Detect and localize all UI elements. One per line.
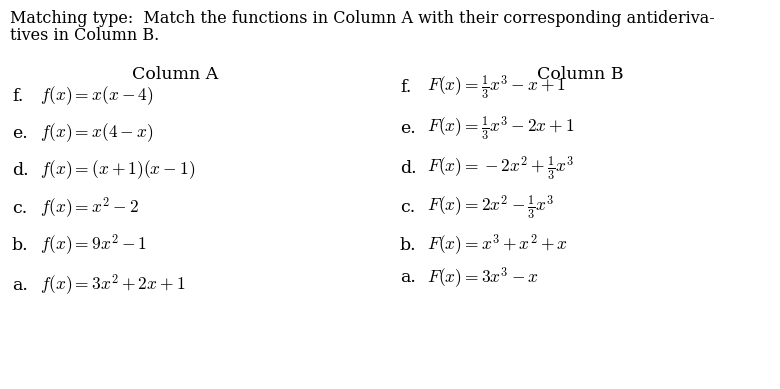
Text: $f(x) = (x + 1)(x - 1)$: $f(x) = (x + 1)(x - 1)$ bbox=[40, 159, 195, 181]
Text: tives in Column B.: tives in Column B. bbox=[10, 27, 159, 44]
Text: f.: f. bbox=[12, 88, 23, 105]
Text: a.: a. bbox=[12, 277, 28, 293]
Text: a.: a. bbox=[400, 270, 416, 287]
Text: Column A: Column A bbox=[132, 66, 218, 83]
Text: $f(x) = 3x^2 + 2x + 1$: $f(x) = 3x^2 + 2x + 1$ bbox=[40, 273, 186, 298]
Text: d.: d. bbox=[12, 161, 29, 179]
Text: $f(x) = 9x^2 - 1$: $f(x) = 9x^2 - 1$ bbox=[40, 233, 147, 258]
Text: $F(x) = \frac{1}{3}x^3 - 2x + 1$: $F(x) = \frac{1}{3}x^3 - 2x + 1$ bbox=[427, 114, 575, 142]
Text: $F(x) = \frac{1}{3}x^3 - x + 1$: $F(x) = \frac{1}{3}x^3 - x + 1$ bbox=[427, 73, 566, 101]
Text: c.: c. bbox=[400, 198, 415, 216]
Text: $F(x) = 3x^3 - x$: $F(x) = 3x^3 - x$ bbox=[427, 266, 539, 291]
Text: $F(x) = 2x^2 - \frac{1}{3}x^3$: $F(x) = 2x^2 - \frac{1}{3}x^3$ bbox=[427, 193, 555, 221]
Text: $f(x) = x^2 - 2$: $f(x) = x^2 - 2$ bbox=[40, 196, 139, 221]
Text: e.: e. bbox=[12, 124, 28, 142]
Text: d.: d. bbox=[400, 159, 417, 177]
Text: $f(x) = x(4 - x)$: $f(x) = x(4 - x)$ bbox=[40, 122, 154, 144]
Text: Column B: Column B bbox=[537, 66, 623, 83]
Text: b.: b. bbox=[400, 237, 417, 254]
Text: $F(x) = -2x^2 + \frac{1}{3}x^3$: $F(x) = -2x^2 + \frac{1}{3}x^3$ bbox=[427, 154, 574, 182]
Text: f.: f. bbox=[400, 79, 411, 96]
Text: e.: e. bbox=[400, 119, 416, 137]
Text: Matching type:  Match the functions in Column A with their corresponding antider: Matching type: Match the functions in Co… bbox=[10, 10, 714, 27]
Text: $f(x) = x(x - 4)$: $f(x) = x(x - 4)$ bbox=[40, 85, 154, 107]
Text: c.: c. bbox=[12, 200, 27, 217]
Text: b.: b. bbox=[12, 237, 29, 254]
Text: $F(x) = x^3 + x^2 + x$: $F(x) = x^3 + x^2 + x$ bbox=[427, 233, 568, 258]
